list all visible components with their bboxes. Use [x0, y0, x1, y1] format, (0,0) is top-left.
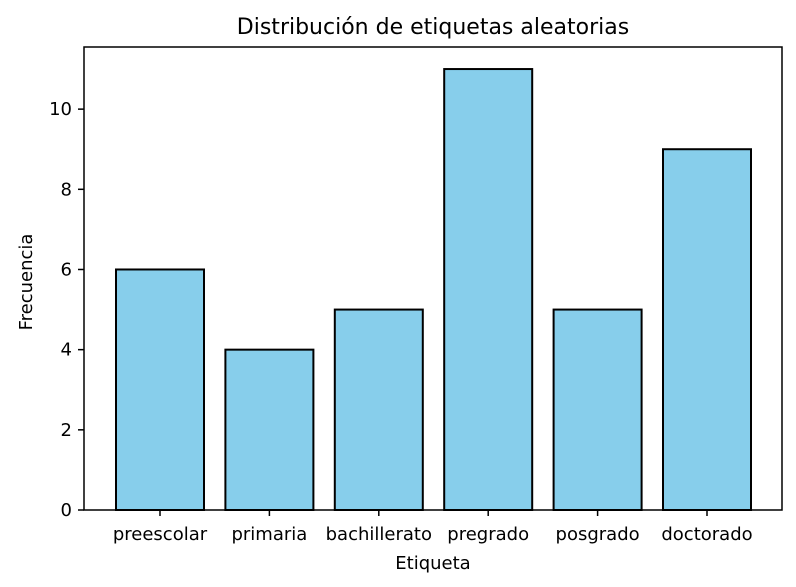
- x-tick-label: preescolar: [113, 524, 208, 545]
- y-tick-label: 6: [61, 259, 72, 280]
- x-tick-label: primaria: [231, 524, 307, 545]
- y-tick-label: 0: [61, 500, 72, 521]
- bar-bachillerato: [333, 308, 424, 512]
- x-tick-label: doctorado: [661, 524, 752, 545]
- bar-pregrado: [443, 68, 534, 512]
- x-tick-label: posgrado: [556, 524, 640, 545]
- x-tick-label: bachillerato: [326, 524, 432, 545]
- chart-title: Distribución de etiquetas aleatorias: [237, 15, 629, 40]
- y-tick-label: 8: [61, 179, 72, 200]
- y-tick-label: 10: [49, 99, 72, 120]
- bar-doctorado: [662, 148, 752, 512]
- bar-posgrado: [552, 308, 643, 512]
- y-tick-label: 2: [61, 420, 72, 441]
- plot-frame: [83, 46, 783, 511]
- x-axis: preescolar primaria bachillerato pregrado po…: [113, 510, 753, 545]
- x-tick-label: pregrado: [447, 524, 529, 545]
- bars-group: [115, 68, 752, 512]
- bar-preescolar: [115, 268, 205, 512]
- y-axis: 0 2 4 6 8 10: [49, 99, 84, 521]
- x-axis-label: Etiqueta: [395, 553, 470, 574]
- y-tick-label: 4: [61, 340, 72, 361]
- y-axis-label: Frecuencia: [16, 234, 37, 331]
- bar-primaria: [224, 348, 315, 511]
